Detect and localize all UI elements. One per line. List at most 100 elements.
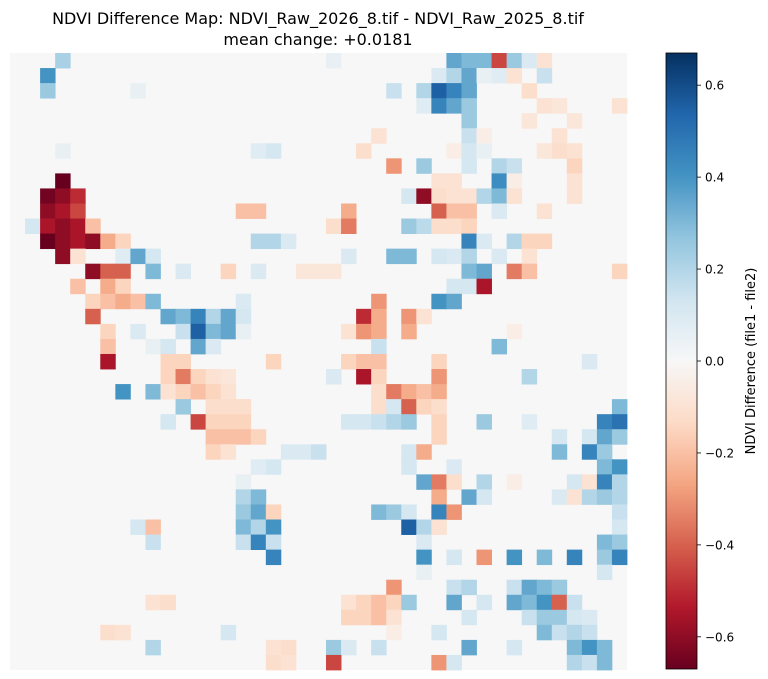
heatmap-cell <box>431 353 447 370</box>
heatmap-cell <box>476 414 492 430</box>
heatmap-cell <box>175 369 191 385</box>
heatmap-cell <box>341 218 357 234</box>
heatmap-cell <box>611 534 628 551</box>
heatmap-cell <box>446 98 462 114</box>
heatmap-grid <box>10 53 628 671</box>
heatmap-cell <box>476 278 492 295</box>
heatmap-cell <box>250 504 267 520</box>
heatmap-cell <box>521 369 538 385</box>
heatmap-cell <box>461 248 477 265</box>
heatmap-cell <box>205 384 222 400</box>
heatmap-cell <box>55 173 71 189</box>
heatmap-cell <box>521 609 538 626</box>
heatmap-cell <box>461 98 477 114</box>
heatmap-cell <box>85 293 101 310</box>
heatmap-cell <box>536 143 553 159</box>
heatmap-cell <box>205 399 222 415</box>
heatmap-cell <box>356 369 372 385</box>
heatmap-cell <box>416 549 432 566</box>
heatmap-cell <box>341 594 357 611</box>
heatmap-cell <box>160 338 176 355</box>
heatmap-cell <box>416 519 432 535</box>
heatmap-cell <box>611 263 628 280</box>
heatmap-cell <box>145 594 161 611</box>
heatmap-cell <box>416 188 432 204</box>
heatmap-cell <box>566 113 583 129</box>
heatmap-cell <box>476 263 492 280</box>
heatmap-cell <box>461 263 477 280</box>
heatmap-cell <box>326 263 342 280</box>
heatmap-cell <box>235 293 252 310</box>
heatmap-cell <box>476 594 492 611</box>
heatmap-cell <box>40 233 56 250</box>
heatmap-cell <box>100 624 116 641</box>
heatmap-cell <box>551 98 568 114</box>
heatmap-cell <box>446 83 462 99</box>
heatmap-cell <box>190 323 207 340</box>
chart-title-line2: mean change: +0.0181 <box>223 30 412 49</box>
heatmap-cell <box>611 519 628 535</box>
heatmap-cell <box>341 203 357 219</box>
heatmap-cell <box>371 323 387 340</box>
heatmap-cell <box>250 143 267 159</box>
heatmap-cell <box>521 594 538 611</box>
heatmap-cell <box>566 594 583 611</box>
heatmap-cell <box>536 53 553 69</box>
heatmap-cell <box>521 579 538 596</box>
heatmap-cell <box>115 233 131 250</box>
heatmap-cell <box>130 519 146 535</box>
heatmap-cell <box>205 429 222 445</box>
heatmap-cell <box>431 474 447 490</box>
heatmap-cell <box>220 323 237 340</box>
heatmap-cell <box>551 624 568 641</box>
heatmap-cell <box>160 414 176 430</box>
heatmap-cell <box>55 248 71 265</box>
heatmap-cell <box>205 369 222 385</box>
heatmap-cell <box>356 594 372 611</box>
heatmap-cell <box>446 459 462 475</box>
heatmap-cell <box>566 549 583 566</box>
heatmap-cell <box>596 654 613 671</box>
heatmap-cell <box>205 414 222 430</box>
heatmap-cell <box>70 233 86 250</box>
heatmap-cell <box>235 414 252 430</box>
heatmap-cell <box>145 338 161 355</box>
heatmap-cell <box>416 444 432 460</box>
colorbar-tick-label: 0.0 <box>705 355 724 369</box>
heatmap-cell <box>250 233 267 250</box>
heatmap-cell <box>160 384 176 400</box>
heatmap-cell <box>491 158 508 174</box>
heatmap-cell <box>431 369 447 385</box>
heatmap-cell <box>566 143 583 159</box>
heatmap-cell <box>160 308 176 325</box>
heatmap-cell <box>70 278 86 295</box>
heatmap-cell <box>55 203 71 219</box>
heatmap-cell <box>55 233 71 250</box>
heatmap-cell <box>491 188 508 204</box>
heatmap-cell <box>491 173 508 189</box>
heatmap-cell <box>446 278 462 295</box>
heatmap-cell <box>85 308 101 325</box>
heatmap-cell <box>476 233 492 250</box>
heatmap-cell <box>115 248 131 265</box>
heatmap-cell <box>220 369 237 385</box>
heatmap-cell <box>536 549 553 566</box>
heatmap-cell <box>401 218 417 234</box>
heatmap-cell <box>551 143 568 159</box>
heatmap-cell <box>371 369 387 385</box>
heatmap-cell <box>551 128 568 144</box>
heatmap-cell <box>100 323 116 340</box>
heatmap-cell <box>145 248 161 265</box>
heatmap-cell <box>265 353 282 370</box>
heatmap-cell <box>461 639 477 656</box>
heatmap-cell <box>85 233 101 250</box>
heatmap-cell <box>551 429 568 445</box>
heatmap-cell <box>205 323 222 340</box>
heatmap-cell <box>295 444 312 460</box>
heatmap-cell <box>506 233 523 250</box>
heatmap-cell <box>446 654 462 671</box>
heatmap-cell <box>341 353 357 370</box>
heatmap-cell <box>536 68 553 84</box>
heatmap-cell <box>521 263 538 280</box>
heatmap-cell <box>160 353 176 370</box>
